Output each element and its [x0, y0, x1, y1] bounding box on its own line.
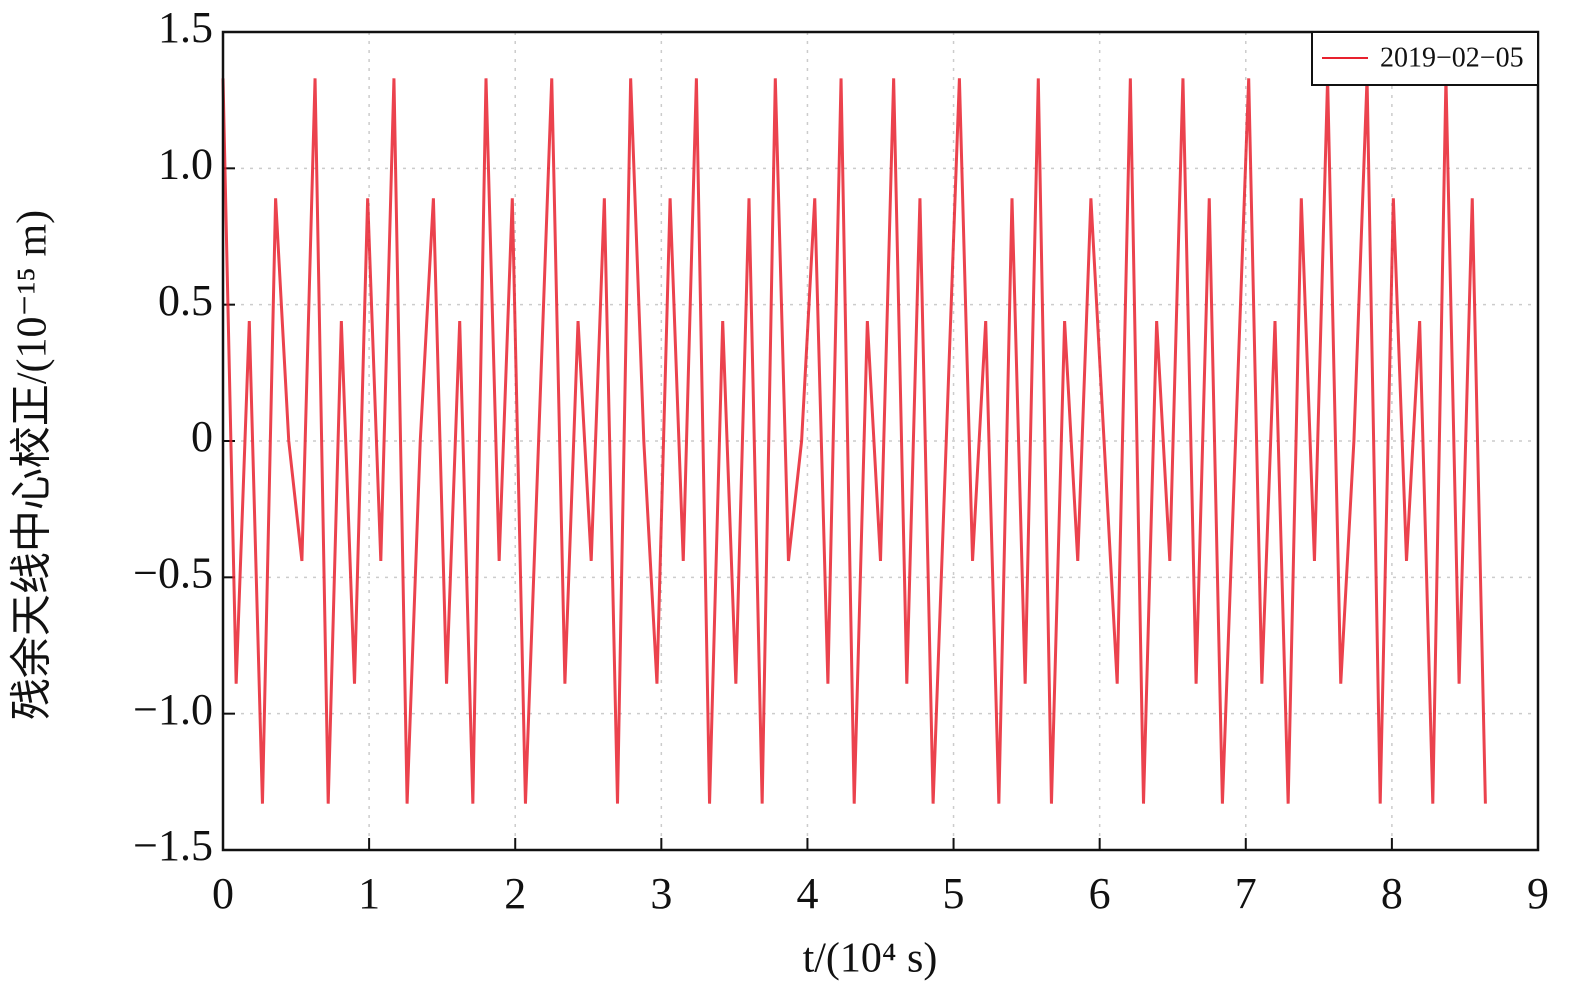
x-tick-label: 5 — [943, 869, 965, 918]
x-axis-label: t/(10⁴ s) — [803, 936, 938, 982]
x-tick-label: 3 — [650, 869, 672, 918]
x-tick-label: 6 — [1089, 869, 1111, 918]
x-tick-label: 1 — [358, 869, 380, 918]
plot-frame — [221, 30, 1540, 852]
y-tick-label: −0.5 — [133, 548, 213, 597]
x-tick-label: 8 — [1381, 869, 1403, 918]
y-tick-label: −1.5 — [133, 821, 213, 870]
x-tick-label: 4 — [796, 869, 818, 918]
y-tick-label: 0 — [191, 412, 213, 461]
x-tick-label: 9 — [1527, 869, 1549, 918]
x-tick-label: 0 — [212, 869, 234, 918]
y-tick-label: 0.5 — [158, 276, 213, 325]
data-line — [221, 78, 1487, 804]
legend-label: 2019−02−05 — [1380, 42, 1524, 73]
x-tick-label: 2 — [504, 869, 526, 918]
x-tick-label: 7 — [1235, 869, 1257, 918]
y-tick-label: 1.5 — [158, 3, 213, 52]
y-tick-label: −1.0 — [133, 685, 213, 734]
y-tick-label: 1.0 — [158, 139, 213, 188]
y-axis-label: 残余天线中心校正/(10⁻¹⁵ m) — [9, 210, 56, 720]
